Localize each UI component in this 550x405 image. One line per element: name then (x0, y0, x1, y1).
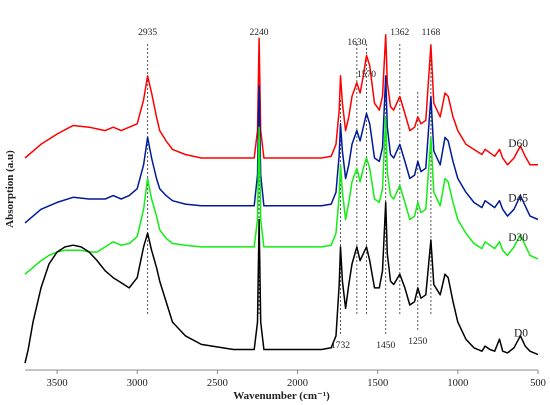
x-axis-ticks: 3500 3000 2500 2000 1500 1000 500 (47, 370, 546, 389)
series-line-d45 (24, 75, 539, 224)
peak-label-1168: 1168 (422, 28, 441, 38)
series-line-d0 (24, 201, 539, 364)
peak-marker-lines (147, 44, 432, 336)
peak-label-2935: 2935 (138, 28, 157, 38)
series-line-d30 (24, 116, 539, 275)
x-tick-label: 2000 (287, 378, 308, 389)
x-tick-label: 3500 (47, 378, 68, 389)
peak-label-1450: 1450 (376, 341, 395, 351)
x-tick-label: 1500 (367, 378, 388, 389)
series-label-d30: D30 (508, 232, 528, 244)
peak-label-1630: 1630 (347, 38, 366, 48)
x-tick-label: 3000 (127, 378, 148, 389)
peak-label-2240: 2240 (250, 28, 269, 38)
peak-label-1250: 1250 (408, 337, 427, 347)
peak-label-1732: 1732 (331, 341, 350, 351)
series-line-d60 (24, 34, 538, 166)
series-label-d45: D45 (508, 193, 528, 205)
series-labels: D60 D45 D30 D0 (508, 138, 528, 340)
y-axis-title: Absorption (a.u) (4, 150, 16, 228)
series-label-d60: D60 (508, 138, 528, 150)
peak-labels: 2935 2240 1630 1570 1362 1168 1732 1450 1250 (138, 28, 440, 351)
x-axis-title: Wavenumber (cm⁻¹) (233, 390, 330, 402)
peak-label-1570: 1570 (357, 70, 376, 80)
series-label-d0: D0 (514, 328, 528, 340)
x-tick-label: 2500 (207, 378, 228, 389)
spectrum-series (24, 34, 539, 364)
x-tick-label: 500 (530, 378, 546, 389)
x-tick-label: 1000 (447, 378, 468, 389)
peak-label-1362: 1362 (390, 28, 409, 38)
